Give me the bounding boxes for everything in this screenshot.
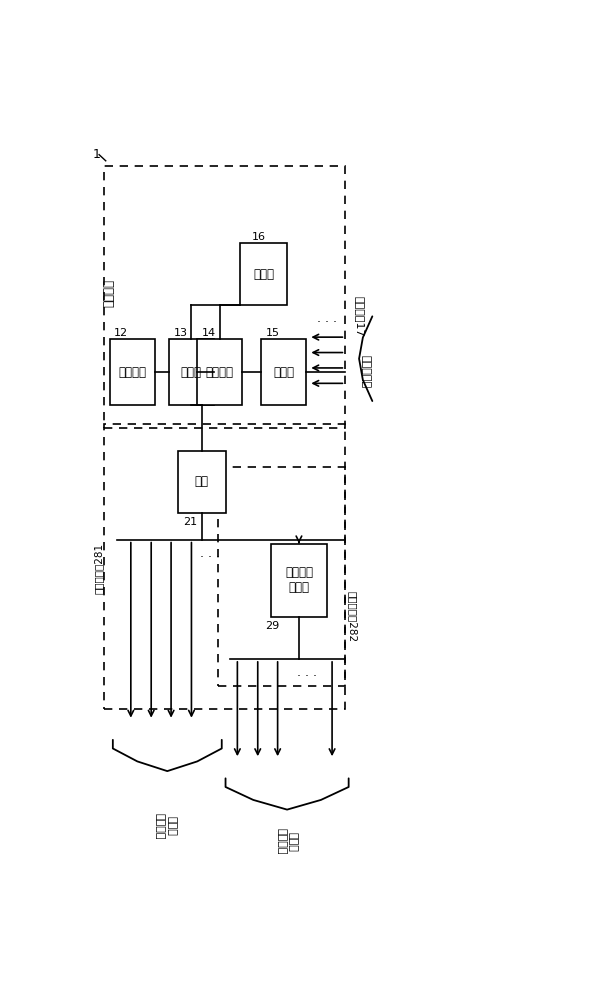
- Text: 14: 14: [202, 328, 216, 338]
- Text: 光纤接口17: 光纤接口17: [354, 296, 364, 337]
- Bar: [261, 339, 306, 405]
- Text: 21: 21: [183, 517, 197, 527]
- Bar: [178, 451, 225, 513]
- Text: 16: 16: [252, 232, 266, 242]
- Text: 接一级
拉曼探头: 接一级 拉曼探头: [155, 813, 176, 839]
- Bar: [271, 544, 327, 617]
- Bar: [197, 339, 242, 405]
- Text: . . .: . . .: [317, 312, 337, 325]
- Text: 接拉量探头: 接拉量探头: [360, 355, 370, 388]
- Text: 计算机: 计算机: [181, 366, 202, 379]
- Bar: [219, 466, 345, 686]
- Text: 光源: 光源: [195, 475, 209, 488]
- Text: 二级分束器282: 二级分束器282: [347, 591, 357, 642]
- Bar: [104, 424, 345, 709]
- Text: 转换器: 转换器: [253, 267, 274, 280]
- Bar: [169, 339, 214, 405]
- Text: 12: 12: [114, 328, 128, 338]
- Text: 13: 13: [174, 328, 188, 338]
- Bar: [240, 243, 287, 305]
- Bar: [109, 339, 155, 405]
- Text: . . .: . . .: [200, 547, 220, 560]
- Text: 接二级
拉曼探头: 接二级 拉曼探头: [276, 828, 298, 855]
- Text: 检测中心: 检测中心: [102, 279, 115, 307]
- Text: 一级分束器281: 一级分束器281: [93, 543, 104, 594]
- Bar: [104, 166, 345, 428]
- Text: 分析装置: 分析装置: [206, 366, 233, 379]
- Text: 通信装置: 通信装置: [118, 366, 146, 379]
- Text: 滤光片: 滤光片: [273, 366, 294, 379]
- Text: 15: 15: [266, 328, 280, 338]
- Text: 29: 29: [265, 621, 279, 631]
- Text: 一级功率
放大器: 一级功率 放大器: [285, 566, 313, 594]
- Text: 1: 1: [92, 148, 100, 161]
- Text: . . .: . . .: [298, 666, 318, 679]
